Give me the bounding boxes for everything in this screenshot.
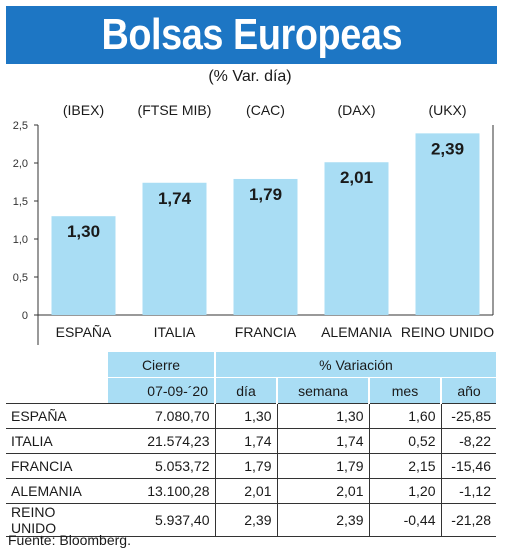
y-tick-label: 1,5 — [13, 196, 28, 208]
dia-cell: 1,79 — [214, 453, 277, 479]
y-tick-label: 1,0 — [13, 234, 28, 246]
bar-value-label: 1,79 — [249, 185, 282, 204]
bar — [142, 182, 207, 315]
header-variacion: % Variación — [214, 352, 496, 378]
cierre-cell: 5.053,72 — [108, 453, 215, 479]
y-tick-label: 2,0 — [13, 158, 28, 170]
header-dia: día — [214, 377, 277, 404]
mes-cell: 1,60 — [368, 403, 441, 429]
table-row: ALEMANIA 13.100,28 2,01 2,01 1,20 -1,12 — [6, 478, 496, 504]
header-mes: mes — [368, 377, 441, 404]
table-row: REINO UNIDO 5.937,40 2,39 2,39 -0,44 -21… — [6, 503, 496, 537]
dia-cell: 2,39 — [214, 503, 277, 537]
y-tick-label: 0,5 — [13, 272, 28, 284]
dia-cell: 2,01 — [214, 478, 277, 504]
table-row: FRANCIA 5.053,72 1,79 1,79 2,15 -15,46 — [6, 453, 496, 479]
table-row: ESPAÑA 7.080,70 1,30 1,30 1,60 -25,85 — [6, 403, 496, 429]
x-category-label: ESPAÑA — [56, 324, 112, 340]
dia-cell: 1,74 — [214, 428, 277, 454]
header-semana: semana — [276, 377, 369, 404]
x-category-label: FRANCIA — [235, 324, 297, 340]
bar — [324, 162, 389, 315]
cierre-cell: 13.100,28 — [108, 478, 215, 504]
title-banner: Bolsas Europeas — [6, 6, 497, 64]
ano-cell: -25,85 — [440, 403, 496, 429]
chart-subtitle: (% Var. día) — [208, 68, 292, 85]
bar-chart: 0 0,5 1,0 1,5 2,0 2,5 1,30 (IBEX) ESPAÑA 1,74 (FTS… — [13, 102, 494, 345]
quotes-table: Cierre % Variación 07-09-´20 día semana … — [6, 352, 496, 537]
table-row: ITALIA 21.574,23 1,74 1,74 0,52 -8,22 — [6, 428, 496, 454]
ano-cell: -15,46 — [440, 453, 496, 479]
x-category-label: REINO UNIDO — [401, 324, 494, 340]
ano-cell: -8,22 — [440, 428, 496, 454]
bar — [233, 178, 298, 315]
index-label: (DAX) — [337, 102, 375, 118]
mes-cell: 0,52 — [368, 428, 441, 454]
country-cell: ALEMANIA — [6, 478, 108, 504]
bar-value-label: 2,39 — [431, 139, 464, 158]
ano-cell: -21,28 — [440, 503, 496, 537]
semana-cell: 2,01 — [276, 478, 369, 504]
mes-cell: -0,44 — [368, 503, 441, 537]
country-cell: ITALIA — [6, 428, 108, 454]
source-note: Fuente: Bloomberg. — [8, 532, 131, 548]
semana-cell: 1,30 — [276, 403, 369, 429]
bar — [51, 216, 116, 315]
header-fecha: 07-09-´20 — [108, 377, 215, 404]
cierre-cell: 5.937,40 — [108, 503, 215, 537]
index-label: (UKX) — [428, 102, 466, 118]
header-cierre: Cierre — [108, 352, 215, 378]
dia-cell: 1,30 — [214, 403, 277, 429]
country-cell: ESPAÑA — [6, 403, 108, 429]
corner-cell-2 — [6, 377, 108, 404]
index-label: (FTSE MIB) — [138, 102, 212, 118]
bar-value-label: 1,74 — [158, 189, 192, 208]
cierre-cell: 21.574,23 — [108, 428, 215, 454]
bar — [415, 133, 480, 315]
index-label: (IBEX) — [63, 102, 104, 118]
ano-cell: -1,12 — [440, 478, 496, 504]
semana-cell: 1,79 — [276, 453, 369, 479]
bar-value-label: 1,30 — [67, 222, 100, 241]
corner-cell — [6, 352, 108, 378]
semana-cell: 2,39 — [276, 503, 369, 537]
x-category-label: ITALIA — [154, 324, 196, 340]
country-cell: REINO UNIDO — [6, 503, 108, 537]
semana-cell: 1,74 — [276, 428, 369, 454]
y-tick-label: 2,5 — [13, 120, 28, 132]
y-tick-label: 0 — [22, 310, 28, 322]
index-label: (CAC) — [246, 102, 285, 118]
mes-cell: 2,15 — [368, 453, 441, 479]
header-ano: año — [440, 377, 496, 404]
cierre-cell: 7.080,70 — [108, 403, 215, 429]
bar-value-label: 2,01 — [340, 168, 373, 187]
mes-cell: 1,20 — [368, 478, 441, 504]
x-category-label: ALEMANIA — [321, 324, 392, 340]
country-cell: FRANCIA — [6, 453, 108, 479]
page-title: Bolsas Europeas — [101, 10, 402, 59]
